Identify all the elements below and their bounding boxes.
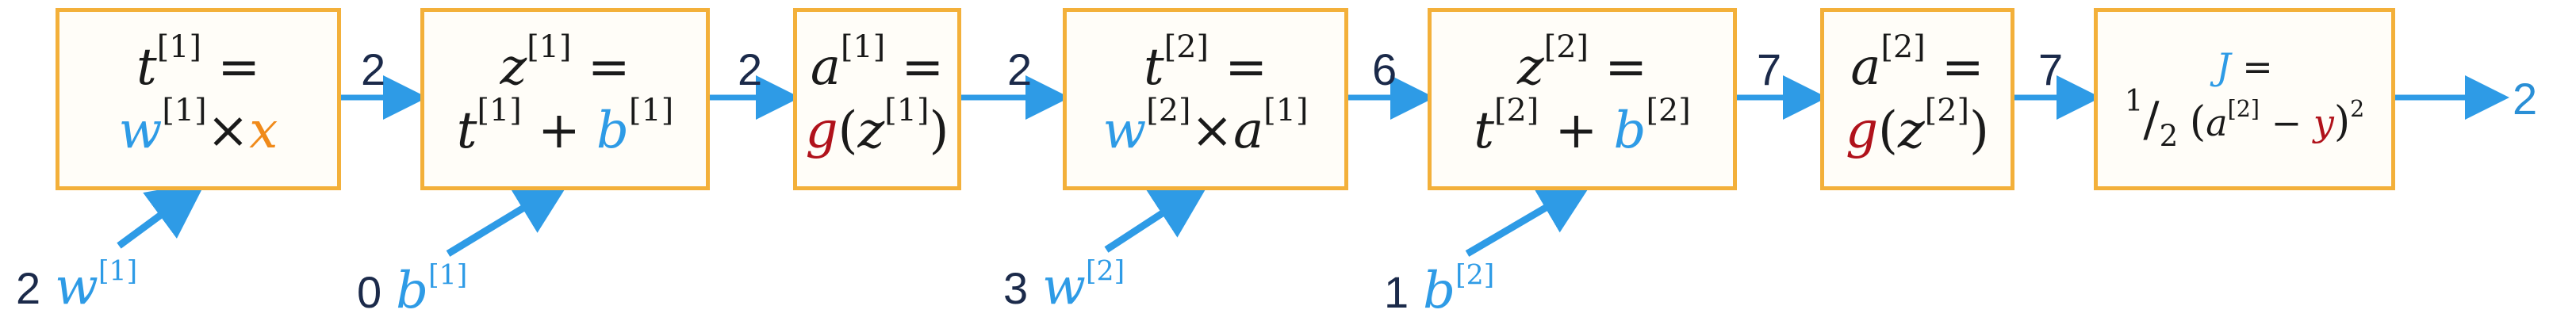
edge-label-1: 2 <box>361 44 386 94</box>
edge-label-2: 2 <box>738 44 763 94</box>
input-w2: 3 w[2] <box>1003 255 1125 316</box>
input-arrow-w2 <box>1104 182 1210 253</box>
input-arrow-w1 <box>117 182 206 249</box>
node-t2-lhs: t[2] = <box>1144 29 1267 97</box>
node-cost-j: J = 1/2 (a[2] − y)2 <box>2094 8 2395 190</box>
output-value: 2 <box>2513 74 2538 124</box>
node-a2-rhs: g(z[2]) <box>1846 92 1989 160</box>
edge-label-6: 7 <box>2038 44 2064 94</box>
input-arrow-b1 <box>446 178 572 257</box>
input-b1-value: 0 <box>357 267 382 317</box>
node-z1: z[1] = t[1] + b[1] <box>420 8 710 190</box>
node-t1-lhs: t[1] = <box>136 29 260 97</box>
input-b1: 0 b[1] <box>357 259 468 320</box>
node-a2-lhs: a[2] = <box>1850 29 1984 97</box>
node-a1: a[1] = g(z[1]) <box>793 8 961 190</box>
node-z1-lhs: z[1] = <box>500 29 631 97</box>
node-z1-rhs: t[1] + b[1] <box>456 92 674 160</box>
node-t1: t[1] = w[1]×x <box>56 8 341 190</box>
node-cost-rhs: 1/2 (a[2] − y)2 <box>2124 82 2365 153</box>
input-arrow-b2 <box>1465 178 1595 257</box>
input-b2: 1 b[2] <box>1384 259 1495 320</box>
input-w1-value: 2 <box>16 263 41 313</box>
node-a1-lhs: a[1] = <box>810 29 945 97</box>
edge-label-4: 6 <box>1372 44 1397 94</box>
node-cost-lhs: J = <box>2216 45 2273 88</box>
node-t2-rhs: w[2]×a[1] <box>1102 92 1309 160</box>
input-b2-value: 1 <box>1384 267 1409 317</box>
node-t1-rhs: w[1]×x <box>118 92 278 160</box>
input-w1: 2 w[1] <box>16 255 138 316</box>
node-a2: a[2] = g(z[2]) <box>1820 8 2014 190</box>
node-z2-rhs: t[2] + b[2] <box>1474 92 1691 160</box>
input-w2-value: 3 <box>1003 263 1029 313</box>
node-a1-rhs: g(z[1]) <box>805 92 949 160</box>
node-t2: t[2] = w[2]×a[1] <box>1063 8 1348 190</box>
edge-label-5: 7 <box>1757 44 1782 94</box>
edge-label-3: 2 <box>1007 44 1033 94</box>
node-z2: z[2] = t[2] + b[2] <box>1428 8 1737 190</box>
node-z2-lhs: z[2] = <box>1517 29 1647 97</box>
